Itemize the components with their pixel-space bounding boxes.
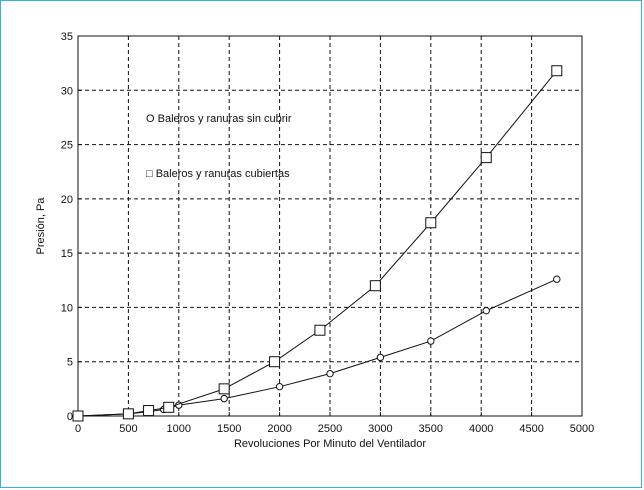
y-tick-label: 10 (61, 302, 73, 314)
data-point-circle (275, 382, 284, 391)
data-point-circle (427, 337, 435, 345)
y-tick-label: 25 (61, 140, 73, 152)
x-tick-label: 1000 (167, 423, 191, 435)
x-tick-label: 4000 (469, 423, 493, 435)
x-tick-label: 2000 (267, 423, 291, 435)
x-tick-label: 0 (75, 423, 81, 435)
data-point-square (163, 401, 175, 413)
series-line-sin-cubrir (77, 278, 558, 417)
data-point-square (314, 324, 326, 336)
legend-entry-sin-cubrir: O Baleros y ranuras sin cubrir (146, 113, 292, 125)
x-tick-label: 2500 (318, 423, 342, 435)
data-point-circle (376, 353, 385, 362)
series-layer (72, 65, 563, 422)
data-point-circle (326, 369, 334, 378)
x-tick-label: 5000 (570, 423, 594, 435)
x-tick-label: 500 (119, 423, 137, 435)
y-axis-label: Presión, Pa (35, 197, 47, 255)
data-point-square (143, 405, 155, 417)
legend-entry-cubiertas: □ Baleros y ranuras cubiertas (146, 168, 290, 180)
legend: O Baleros y ranuras sin cubrir □ Baleros… (146, 113, 292, 180)
x-tick-label: 3500 (419, 423, 443, 435)
data-point-square (122, 408, 134, 420)
data-point-square (269, 356, 281, 368)
data-point-square (551, 65, 563, 77)
data-point-circle (220, 394, 228, 403)
data-point-circle (553, 275, 561, 283)
y-tick-label: 5 (67, 357, 73, 369)
y-tick-label: 20 (61, 194, 73, 206)
data-point-circle (482, 306, 490, 315)
data-point-square (218, 383, 230, 395)
x-tick-label: 3000 (368, 423, 392, 435)
y-tick-label: 0 (67, 411, 73, 423)
x-axis-label: Revoluciones Por Minuto del Ventilador (234, 438, 426, 450)
y-tick-label: 15 (61, 248, 73, 260)
data-point-square (425, 217, 437, 229)
y-tick-label: 35 (61, 31, 73, 43)
y-tick-label: 30 (61, 85, 73, 97)
x-tick-label: 4500 (519, 423, 543, 435)
data-point-square (480, 152, 492, 164)
grid-layer (78, 36, 582, 416)
data-point-square (369, 280, 381, 292)
data-point-square (72, 410, 84, 422)
x-tick-label: 1500 (217, 423, 241, 435)
